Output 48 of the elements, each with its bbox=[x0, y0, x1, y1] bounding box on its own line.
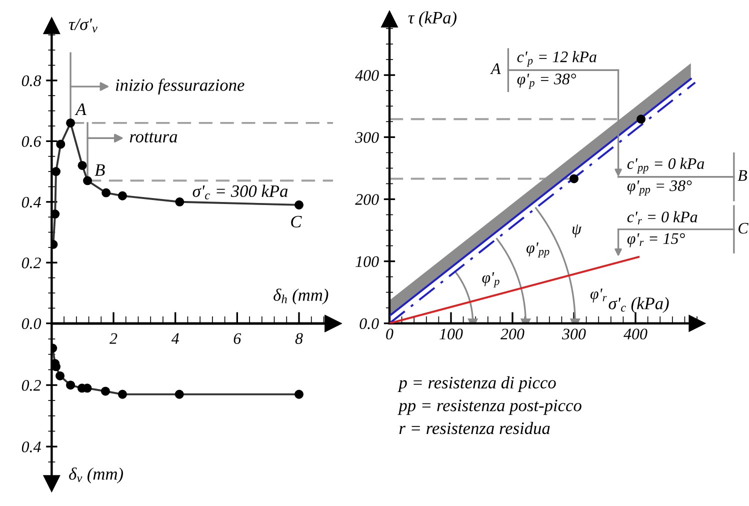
annotation: σ'$_{c}$ = 300 kPa bbox=[192, 184, 288, 200]
y-axis-title: δ$_{v}$ (mm) bbox=[69, 468, 124, 484]
x-tick-label: 300 bbox=[562, 328, 586, 340]
text: C bbox=[738, 222, 748, 234]
text: r = resistenza residua bbox=[399, 422, 550, 434]
y-tick-label: 0.4 bbox=[22, 196, 41, 208]
x-tick-label: 400 bbox=[624, 328, 648, 340]
y-axis-title: τ (kPa) bbox=[408, 11, 457, 28]
annotation: c'$_{p}$ = 12 kPa bbox=[517, 51, 596, 67]
x-tick-label: 100 bbox=[440, 328, 463, 340]
annotation: c'$_{pp}$ = 0 kPa bbox=[627, 158, 704, 174]
annotation: A bbox=[490, 63, 501, 74]
x-tick-label: 200 bbox=[500, 328, 524, 340]
x-tick-label: 6 bbox=[234, 333, 242, 344]
y-tick-label: 0.8 bbox=[22, 75, 42, 86]
annotation: φ'$_{pp}$ = 38° bbox=[627, 180, 692, 196]
x-tick-label: 2 bbox=[110, 333, 118, 344]
annotation: φ'$_{p}$ bbox=[482, 272, 500, 288]
text: pp = resistenza post-picco bbox=[398, 400, 582, 415]
y-tick-label: 0.6 bbox=[22, 136, 42, 147]
x-tick-label: 8 bbox=[295, 333, 303, 344]
annotation: ψ bbox=[572, 224, 582, 238]
y-tick-label: 0.0 bbox=[22, 318, 42, 330]
annotation: rottura bbox=[130, 132, 178, 143]
y-tick-label: 300 bbox=[355, 132, 379, 143]
y-axis-title: τ/σ'$_{v}$ bbox=[68, 18, 98, 32]
annotation: B bbox=[94, 164, 105, 176]
text: B bbox=[738, 170, 748, 181]
annotation: c'$_{r}$ = 0 kPa bbox=[627, 211, 698, 224]
x-axis-title: σ'$_{c}$ (kPa) bbox=[608, 297, 669, 313]
x-axis-title: δ$_{h}$ (mm) bbox=[274, 288, 328, 304]
annotation: φ'$_{r}$ = 15° bbox=[627, 233, 685, 248]
annotation: φ'$_{r}$ bbox=[590, 288, 607, 302]
annotation: φ'$_{p}$ = 38° bbox=[517, 74, 576, 89]
y-tick-label: 400 bbox=[355, 70, 379, 81]
annotation: A bbox=[74, 104, 86, 115]
annotation: inizio fessurazione bbox=[116, 78, 244, 94]
annotation: C bbox=[291, 216, 302, 228]
annotation: φ'$_{pp}$ bbox=[526, 242, 550, 258]
x-tick-label: 4 bbox=[171, 333, 179, 344]
y-tick-label: 100 bbox=[356, 256, 379, 267]
y-tick-label: 200 bbox=[355, 194, 379, 205]
y-tick-label: 0.0 bbox=[360, 318, 379, 330]
y-tick-label: 0.2 bbox=[22, 258, 41, 268]
x-tick-label: 0 bbox=[386, 328, 394, 340]
y-tick-label: 0.4 bbox=[22, 442, 41, 452]
y-tick-label: 0.2 bbox=[22, 380, 41, 391]
text: p = resistenza di picco bbox=[398, 376, 556, 392]
